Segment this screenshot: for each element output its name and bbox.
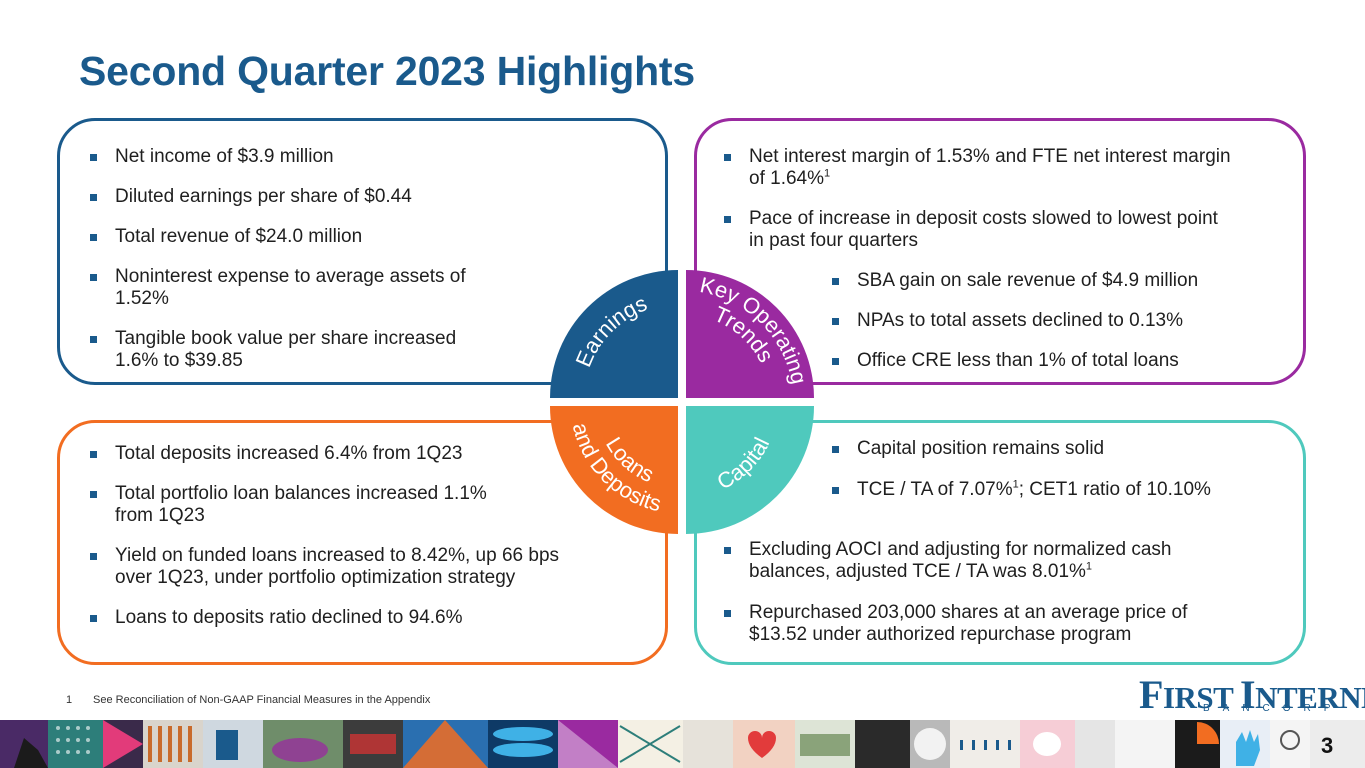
earnings-list: Net income of $3.9 million Diluted earnin… xyxy=(89,146,529,372)
bullet-text: NPAs to total assets declined to 0.13% xyxy=(857,310,1183,331)
bullet-text: 1.52% xyxy=(115,288,169,309)
bullet-item: Noninterest expense to average assets of… xyxy=(89,266,529,310)
bullet-text: Excluding AOCI and adjusting for normali… xyxy=(749,539,1172,560)
footnote-text: See Reconciliation of Non-GAAP Financial… xyxy=(93,694,431,706)
bullet-item: Total deposits increased 6.4% from 1Q23 xyxy=(89,443,649,465)
wheel-segment-key-operating-trends xyxy=(686,270,814,398)
loans-deposits-list: Total deposits increased 6.4% from 1Q23 T… xyxy=(89,443,649,629)
bullet-item: TCE / TA of 7.07%1; CET1 ratio of 10.10% xyxy=(831,479,1291,501)
bullet-item: Yield on funded loans increased to 8.42%… xyxy=(89,545,649,589)
bullet-item: Total revenue of $24.0 million xyxy=(89,226,529,248)
bullet-item: Diluted earnings per share of $0.44 xyxy=(89,186,529,208)
wheel-segment-earnings xyxy=(550,270,678,398)
key-trends-sub-list: SBA gain on sale revenue of $4.9 million… xyxy=(831,270,1291,372)
footnote-marker: 1 xyxy=(824,167,831,180)
bullet-item: SBA gain on sale revenue of $4.9 million xyxy=(831,270,1291,292)
logo-wordmark: FIRST INTERNET xyxy=(1139,672,1365,717)
bullet-item: Pace of increase in deposit costs slowed… xyxy=(723,208,1303,252)
highlights-wheel: Earnings Key Operating Trends Loans and … xyxy=(550,270,814,534)
page-title: Second Quarter 2023 Highlights xyxy=(79,48,695,94)
bullet-item: Total portfolio loan balances increased … xyxy=(89,483,649,527)
footnote: 1 See Reconciliation of Non-GAAP Financia… xyxy=(66,694,430,706)
decorative-image-strip xyxy=(0,720,1365,768)
bullet-text: Yield on funded loans increased to 8.42%… xyxy=(115,545,560,566)
bullet-text: from 1Q23 xyxy=(115,505,205,526)
bullet-text: Total deposits increased 6.4% from 1Q23 xyxy=(115,443,463,464)
bullet-text: Net income of $3.9 million xyxy=(115,146,334,167)
wheel-segment-capital xyxy=(686,406,814,534)
bullet-text: Loans to deposits ratio declined to 94.6… xyxy=(115,607,463,628)
wheel-segment-loans-deposits xyxy=(550,406,678,534)
key-trends-list: Net interest margin of 1.53% and FTE net… xyxy=(723,146,1303,252)
bullet-text: Tangible book value per share increased xyxy=(115,328,457,349)
bullet-text: balances, adjusted TCE / TA was 8.01% xyxy=(749,561,1086,582)
bullet-text: ; CET1 ratio of 10.10% xyxy=(1018,479,1211,500)
page-number: 3 xyxy=(1321,733,1334,758)
bullet-item: NPAs to total assets declined to 0.13% xyxy=(831,310,1291,332)
bullet-item: Tangible book value per share increased 1… xyxy=(89,328,529,372)
bullet-item: Net interest margin of 1.53% and FTE net… xyxy=(723,146,1303,190)
bullet-text: Net interest margin of 1.53% and FTE net… xyxy=(749,146,1231,167)
capital-list-bottom: Excluding AOCI and adjusting for normali… xyxy=(723,539,1303,646)
bullet-item: Net income of $3.9 million xyxy=(89,146,529,168)
bullet-text: Pace of increase in deposit costs slowed… xyxy=(749,208,1218,229)
footnote-number: 1 xyxy=(66,694,73,706)
bullet-text: 1.6% to $39.85 xyxy=(115,350,243,371)
first-internet-bancorp-logo: FIRST INTERNET BANCORP xyxy=(1139,671,1365,717)
bullet-item: Office CRE less than 1% of total loans xyxy=(831,350,1291,372)
capital-list-top: Capital position remains solid TCE / TA o… xyxy=(831,438,1291,501)
bullet-text: over 1Q23, under portfolio optimization … xyxy=(115,567,516,588)
logo-subline: BANCORP xyxy=(1203,703,1344,714)
bullet-item: Repurchased 203,000 shares at an average… xyxy=(723,602,1303,646)
footnote-marker: 1 xyxy=(1012,478,1019,491)
bullet-text: Noninterest expense to average assets of xyxy=(115,266,466,287)
bullet-text: Total portfolio loan balances increased … xyxy=(115,483,487,504)
bullet-text: Total revenue of $24.0 million xyxy=(115,226,363,247)
bullet-text: SBA gain on sale revenue of $4.9 million xyxy=(857,270,1199,291)
bullet-text: Office CRE less than 1% of total loans xyxy=(857,350,1179,371)
footnote-marker: 1 xyxy=(1085,560,1093,573)
bullet-item: Capital position remains solid xyxy=(831,438,1291,460)
bullet-item: Excluding AOCI and adjusting for normali… xyxy=(723,539,1303,583)
bullet-text: Repurchased 203,000 shares at an average… xyxy=(749,602,1188,623)
bullet-text: Diluted earnings per share of $0.44 xyxy=(115,186,412,207)
bullet-text: TCE / TA of 7.07% xyxy=(857,479,1013,500)
bullet-text: Capital position remains solid xyxy=(857,438,1105,459)
bullet-text: in past four quarters xyxy=(749,230,918,251)
bullet-text: $13.52 under authorized repurchase progr… xyxy=(749,624,1132,645)
bullet-text: of 1.64% xyxy=(749,168,824,189)
bullet-item: Loans to deposits ratio declined to 94.6… xyxy=(89,607,649,629)
